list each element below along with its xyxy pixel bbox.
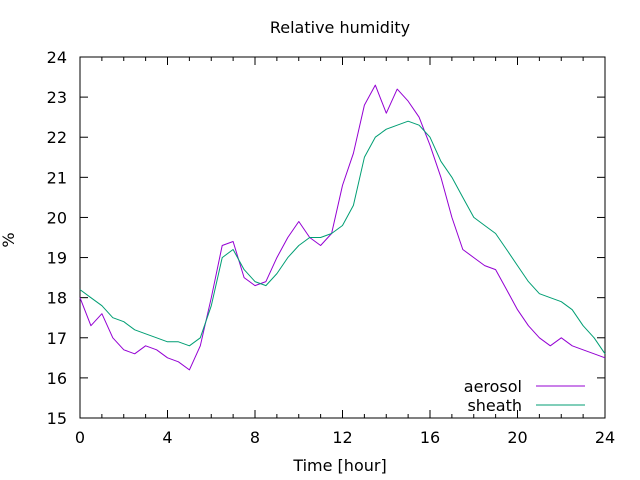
y-tick-label: 22 (47, 128, 67, 147)
y-tick-label: 21 (47, 168, 67, 187)
y-axis-label: % (0, 232, 18, 247)
series-line-sheath (79, 120, 606, 355)
series-lines (79, 84, 606, 371)
chart-title: Relative humidity (270, 18, 410, 37)
x-axis: 0 4 8 12 16 20 24 (75, 57, 615, 447)
x-tick-label: 16 (420, 428, 440, 447)
y-axis: 15 16 17 18 19 20 21 22 23 24 (47, 48, 605, 428)
legend-label-aerosol: aerosol (464, 377, 522, 396)
y-tick-label: 23 (47, 88, 67, 107)
y-tick-label: 24 (47, 48, 67, 67)
x-tick-label: 24 (595, 428, 615, 447)
legend-label-sheath: sheath (467, 396, 522, 415)
series-line-aerosol (79, 84, 606, 371)
y-tick-label: 18 (47, 289, 67, 308)
y-tick-label: 20 (47, 208, 67, 227)
y-tick-label: 15 (47, 409, 67, 428)
x-tick-label: 8 (250, 428, 260, 447)
x-tick-label: 4 (162, 428, 172, 447)
x-tick-label: 0 (75, 428, 85, 447)
plot-frame (79, 56, 606, 419)
x-tick-label: 12 (332, 428, 352, 447)
y-tick-label: 17 (47, 329, 67, 348)
y-tick-label: 19 (47, 249, 67, 268)
y-tick-label: 16 (47, 369, 67, 388)
x-tick-label: 20 (507, 428, 527, 447)
x-axis-label: Time [hour] (292, 456, 386, 475)
